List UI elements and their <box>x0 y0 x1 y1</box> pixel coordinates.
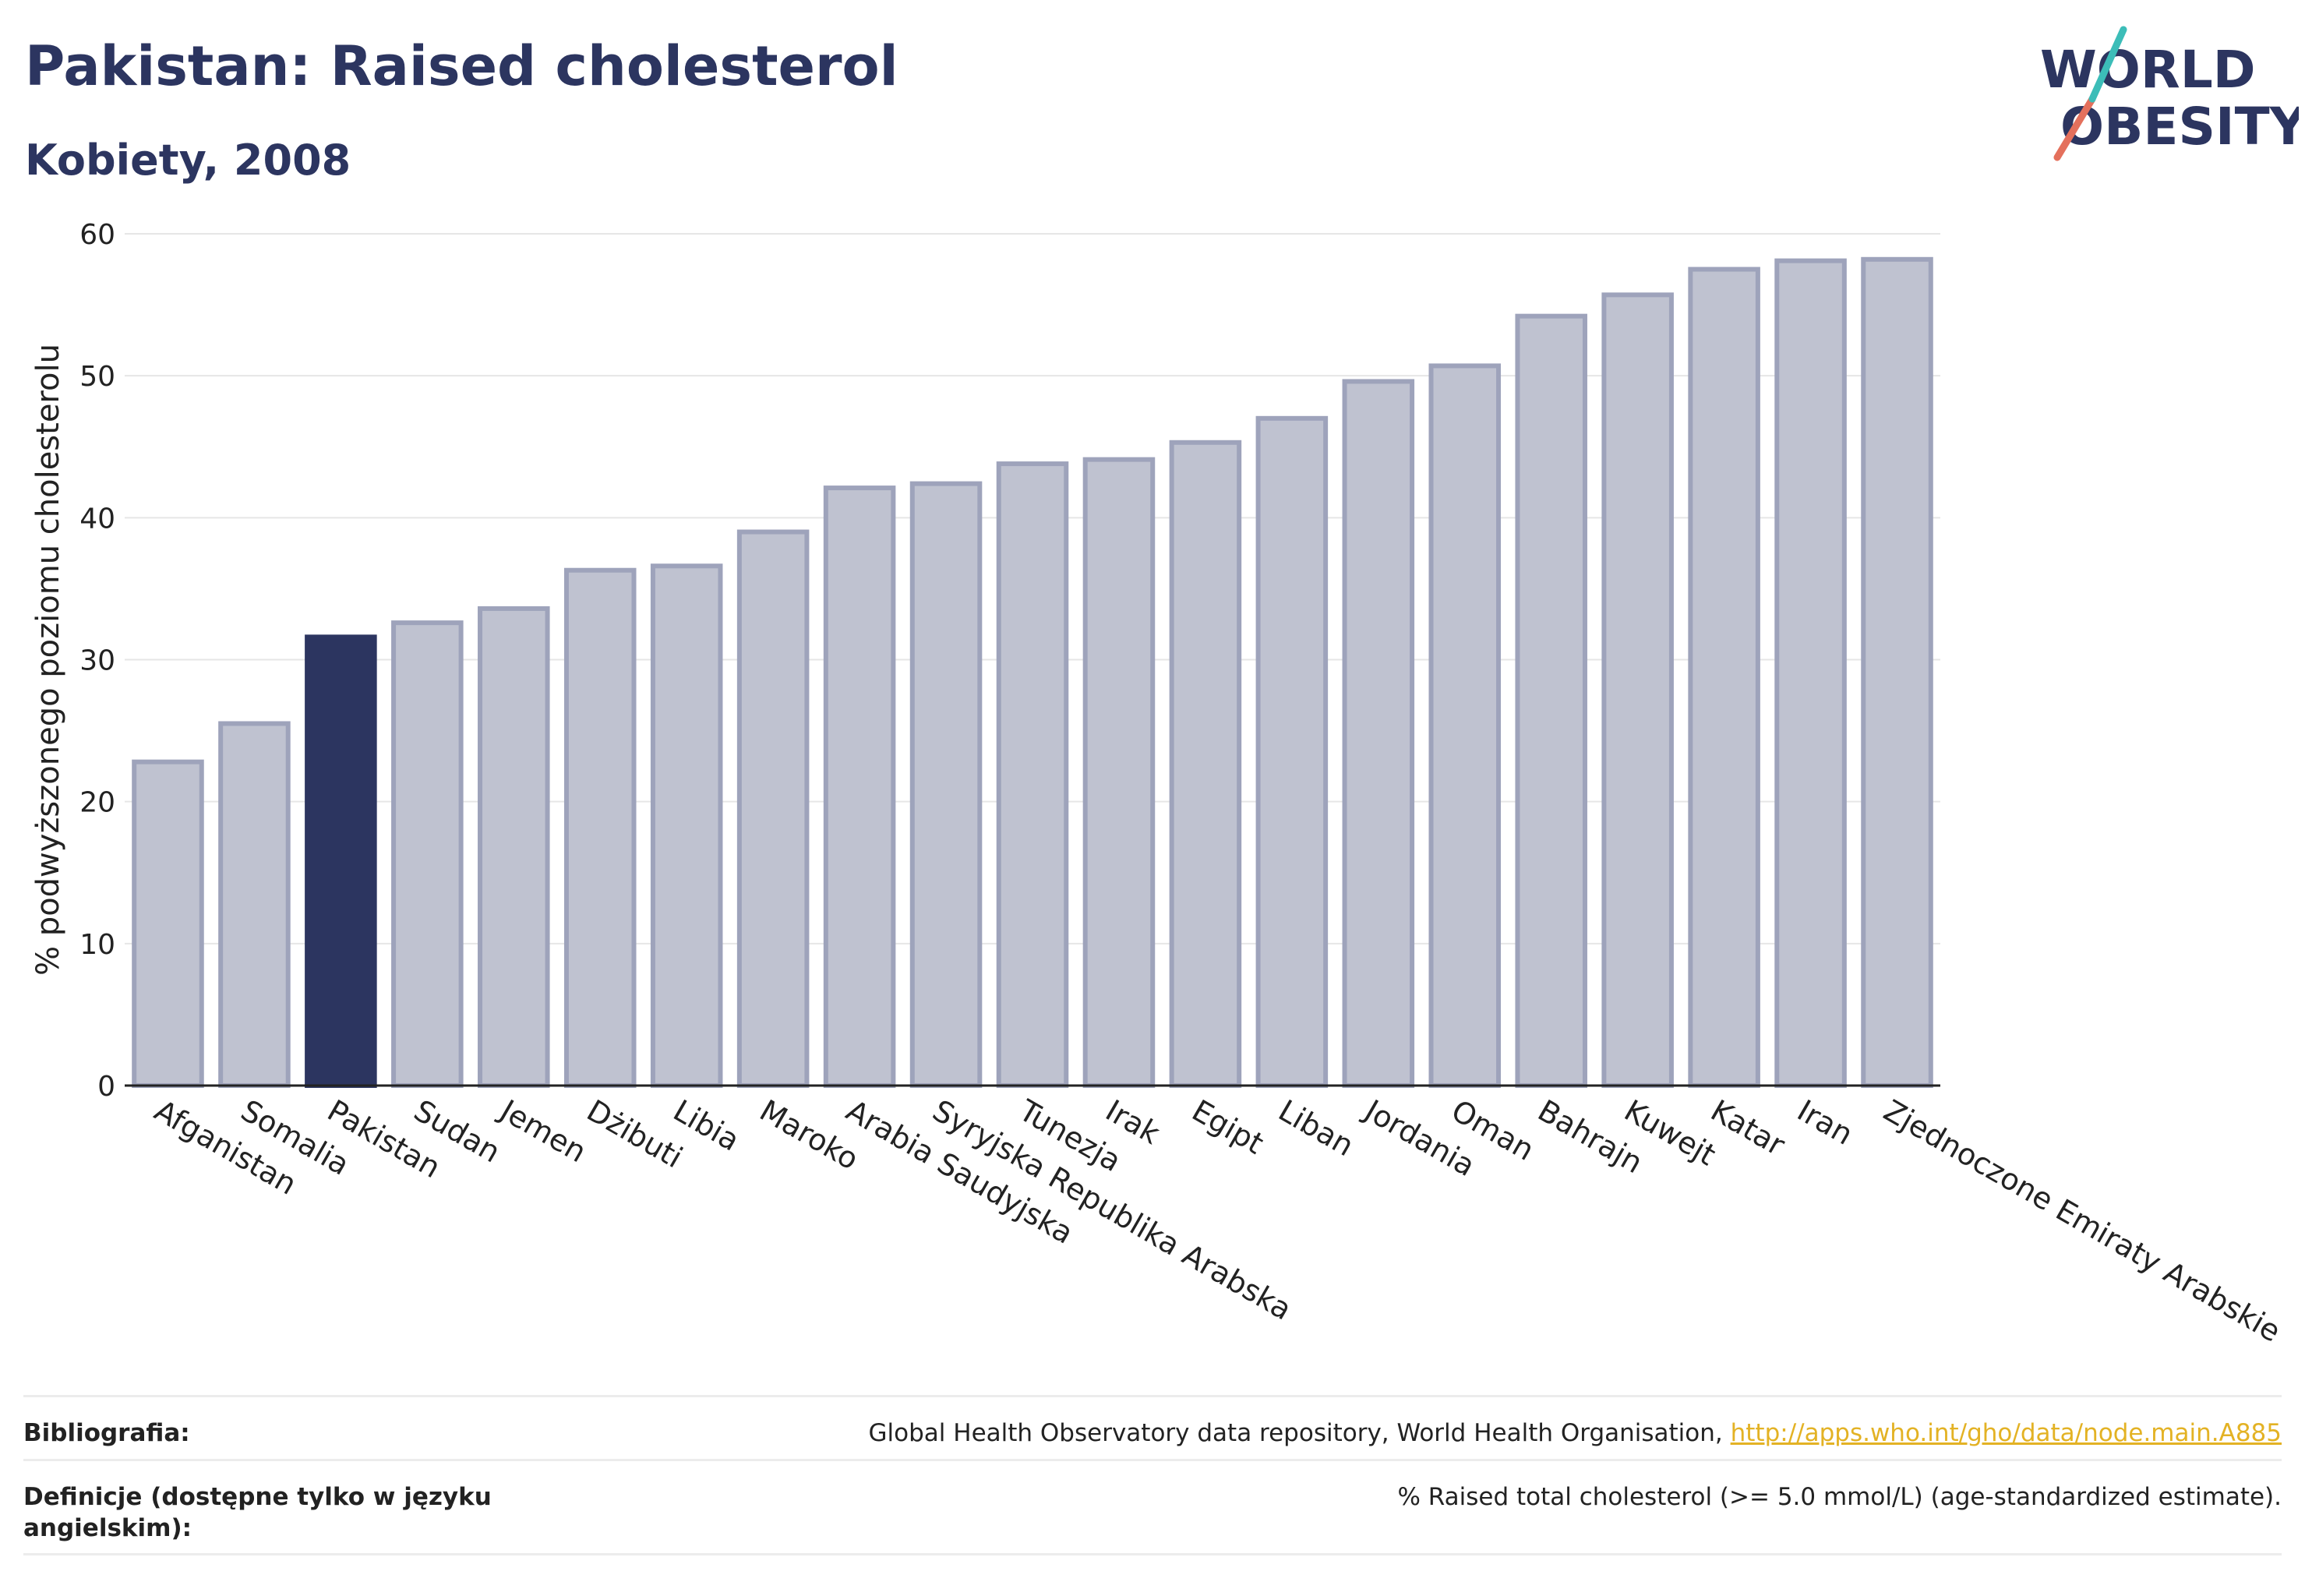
bibliography-text: Global Health Observatory data repositor… <box>868 1419 1731 1447</box>
y-tick-label: 0 <box>97 1071 115 1103</box>
y-axis-label: % podwyższonego poziomu cholesterolu <box>30 344 66 976</box>
y-axis-ticks: 0 10 20 30 40 50 60 <box>79 219 115 1103</box>
x-tick-label: Dżibuti <box>581 1093 689 1175</box>
bar-zjednoczone-emiraty-arabskie[interactable] <box>1861 256 1933 1088</box>
bar-maroko[interactable] <box>736 529 810 1088</box>
definitions-row: Definicje (dostępne tylko w języku angie… <box>23 1459 2282 1555</box>
bibliography-row: Bibliografia: Global Health Observatory … <box>23 1395 2282 1459</box>
bar-kuwejt[interactable] <box>1601 292 1674 1088</box>
y-tick-label: 10 <box>79 929 115 961</box>
bar-somalia[interactable] <box>218 721 291 1088</box>
y-tick-label: 40 <box>79 503 115 535</box>
x-tick-label: Egipt <box>1186 1093 1269 1161</box>
bibliography-value: Global Health Observatory data repositor… <box>869 1418 2282 1449</box>
logo-line2: OBESITY <box>2060 97 2299 157</box>
bar-oman[interactable] <box>1428 363 1502 1089</box>
logo-line1: WORLD <box>2040 40 2256 100</box>
bar-jemen[interactable] <box>478 606 550 1088</box>
bar-afganistan[interactable] <box>132 759 204 1088</box>
x-axis-labels: AfganistanSomaliaPakistanSudanJemenDżibu… <box>149 1093 2286 1349</box>
y-tick-label: 60 <box>79 219 115 251</box>
x-tick-label: Jemen <box>493 1093 592 1170</box>
y-tick-label: 50 <box>79 361 115 393</box>
bar-syryjska-republika-arabska[interactable] <box>909 481 983 1088</box>
x-tick-label: Iran <box>1791 1093 1858 1152</box>
definitions-value: % Raised total cholesterol (>= 5.0 mmol/… <box>1397 1483 2282 1511</box>
bar-arabia-saudyjska[interactable] <box>823 486 896 1088</box>
y-tick-label: 20 <box>79 787 115 819</box>
bibliography-link[interactable]: http://apps.who.int/gho/data/node.main.A… <box>1730 1419 2282 1447</box>
bar-iran[interactable] <box>1774 258 1847 1088</box>
bar-liban[interactable] <box>1255 415 1329 1088</box>
definitions-label: Definicje (dostępne tylko w języku angie… <box>23 1483 492 1542</box>
bar-libia[interactable] <box>650 563 723 1088</box>
bar-tunezja[interactable] <box>996 461 1069 1088</box>
bar-jordania[interactable] <box>1342 379 1415 1089</box>
bar-katar[interactable] <box>1688 267 1760 1089</box>
bar-egipt[interactable] <box>1169 440 1242 1088</box>
logo-slash-red <box>2053 95 2096 161</box>
bibliography-label: Bibliografia: <box>23 1419 190 1447</box>
y-tick-label: 30 <box>79 645 115 677</box>
bar-pakistan[interactable] <box>305 634 377 1088</box>
x-tick-label: Liban <box>1273 1093 1359 1163</box>
bars <box>132 256 1933 1089</box>
logo-slash-teal <box>2088 26 2127 103</box>
x-tick-label: Katar <box>1705 1093 1791 1163</box>
footer-table: Bibliografia: Global Health Observatory … <box>23 1395 2282 1555</box>
x-tick-label: Maroko <box>754 1093 865 1177</box>
world-obesity-logo: WORLD OBESITY <box>2040 26 2299 161</box>
x-tick-label: Zjednoczone Emiraty Arabskie <box>1878 1093 2286 1349</box>
bar-irak[interactable] <box>1082 457 1156 1088</box>
chart-subtitle: Kobiety, 2008 <box>25 136 351 185</box>
bar-dżibuti[interactable] <box>563 567 637 1088</box>
bar-bahrajn[interactable] <box>1515 313 1587 1088</box>
bar-sudan[interactable] <box>391 620 464 1088</box>
chart-title: Pakistan: Raised cholesterol <box>25 34 898 98</box>
bar-chart: 0 10 20 30 40 50 60 AfganistanSomaliaPakistanS… <box>30 219 2286 1349</box>
